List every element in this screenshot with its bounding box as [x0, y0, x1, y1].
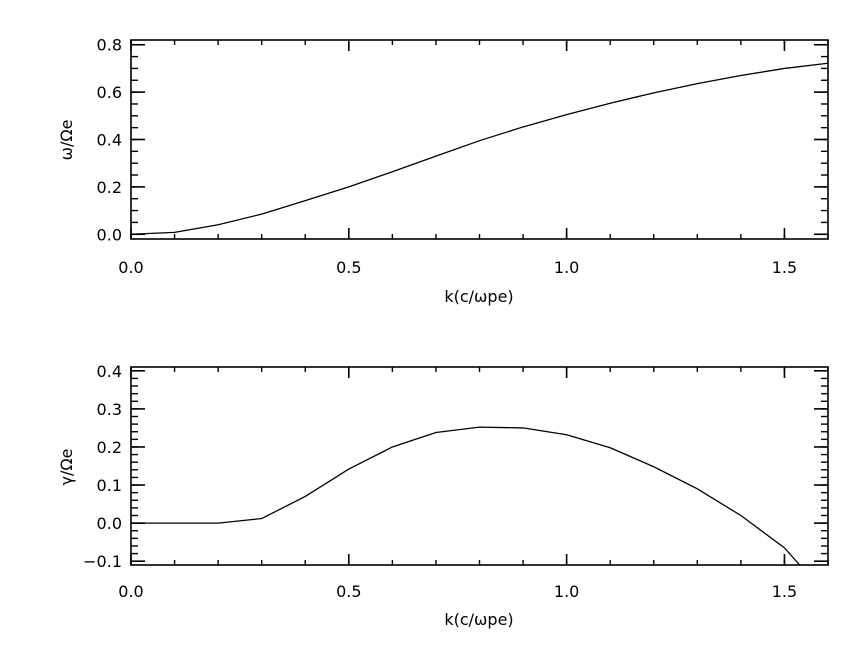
x-tick-label: 0.0	[118, 258, 143, 277]
y-tick-label: 0.0	[97, 514, 122, 533]
y-tick-label: 0.2	[97, 178, 122, 197]
x-tick-label: 1.5	[772, 258, 797, 277]
panel-0-frame	[130, 39, 829, 240]
panel-0-ylabel: ω/Ωe	[57, 120, 76, 161]
y-tick-label: 0.1	[97, 476, 122, 495]
y-tick-label: 0.4	[97, 362, 122, 381]
y-tick-label: 0.4	[97, 131, 122, 150]
panel-0-xlabel: k(c/ωpe)	[444, 287, 513, 306]
panel-1-series-line	[131, 426, 801, 565]
y-tick-label: −0.1	[83, 552, 122, 571]
y-tick-label: 0.8	[97, 36, 122, 55]
x-tick-label: 0.5	[336, 258, 361, 277]
frequency-panel: k(c/ωpe) ω/Ωe 0.0 0.5 1.0 1.5 0.0 0.2 0.4 0.6 0.…	[57, 36, 829, 306]
x-tick-label: 1.0	[554, 582, 579, 601]
panel-1-xlabel: k(c/ωpe)	[444, 610, 513, 629]
y-tick-label: 0.2	[97, 438, 122, 457]
growth-rate-panel: k(c/ωpe) γ/Ωe 0.0 0.5 1.0 1.5 −0.1 0.0 0.1 0.2 0…	[57, 362, 829, 629]
x-tick-label: 0.0	[118, 582, 143, 601]
x-tick-label: 0.5	[336, 582, 361, 601]
panel-0-series-line	[131, 62, 828, 235]
y-tick-label: 0.6	[97, 83, 122, 102]
x-tick-label: 1.5	[772, 582, 797, 601]
panel-1-ylabel: γ/Ωe	[57, 449, 76, 486]
y-tick-label: 0.0	[97, 225, 122, 244]
x-tick-label: 1.0	[554, 258, 579, 277]
panel-1-frame	[130, 366, 829, 566]
y-tick-label: 0.3	[97, 400, 122, 419]
